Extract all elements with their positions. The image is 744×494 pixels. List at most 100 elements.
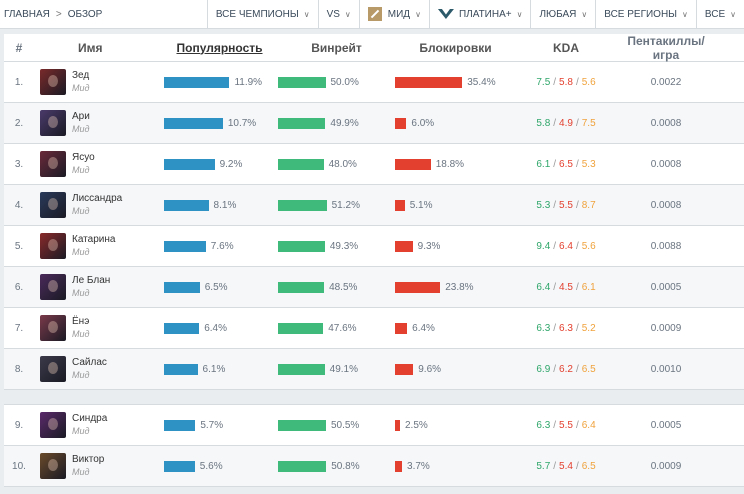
vs-filter[interactable]: VS ∨ — [317, 0, 359, 28]
popularity-cell: 5.7% — [161, 419, 278, 431]
champion-role: Мид — [72, 426, 90, 436]
tier-filter[interactable]: ПЛАТИНА+ ∨ — [428, 0, 531, 28]
kda-deaths: 4.5 — [559, 281, 573, 293]
kda-cell: 6.1/6.5/5.3 — [536, 158, 596, 170]
champion-name[interactable]: Ари — [72, 111, 90, 122]
champion-portrait-icon[interactable] — [40, 356, 66, 382]
pentakills-value: 0.0008 — [650, 199, 682, 211]
winrate-value: 48.5% — [329, 281, 358, 293]
champion-portrait-icon[interactable] — [40, 315, 66, 341]
banrate-value: 9.3% — [417, 240, 441, 252]
champion-cell[interactable]: Виктор Мид — [34, 453, 161, 479]
table-header: # Имя Популярность Винрейт Блокировки KD… — [4, 34, 744, 62]
table-row[interactable]: 7. Ёнэ Мид 6.4% 47.6% 6.4% 6.3/6.3/5.2 0.0009 — [4, 308, 744, 349]
kda-deaths: 5.5 — [559, 419, 573, 431]
champion-portrait-icon[interactable] — [40, 233, 66, 259]
champion-portrait-icon[interactable] — [40, 412, 66, 438]
rank: 7. — [14, 322, 24, 334]
champion-portrait-icon[interactable] — [40, 110, 66, 136]
table-row[interactable]: 8. Сайлас Мид 6.1% 49.1% 9.6% 6.9/6.2/6.5 0.001… — [4, 349, 744, 390]
table-row[interactable]: 1. Зед Мид 11.9% 50.0% 35.4% 7.5/5.8/5.6 0.0022 — [4, 62, 744, 103]
champion-cell[interactable]: Ле Блан Мид — [34, 274, 161, 300]
table-row[interactable]: 6. Ле Блан Мид 6.5% 48.5% 23.8% 6.4/4.5/6.1 0.0… — [4, 267, 744, 308]
champion-portrait-icon[interactable] — [40, 69, 66, 95]
banrate-value: 35.4% — [467, 76, 496, 88]
banrate-bar — [395, 158, 431, 170]
banrate-value: 6.4% — [412, 322, 435, 334]
champion-cell[interactable]: Лиссандра Мид — [34, 192, 161, 218]
champion-portrait-icon[interactable] — [40, 274, 66, 300]
popularity-bar — [164, 199, 209, 211]
pentakills-value: 0.0008 — [650, 117, 682, 129]
champion-name[interactable]: Синдра — [72, 413, 108, 424]
role-filter[interactable]: МИД ∨ — [358, 0, 429, 28]
header-winrate[interactable]: Винрейт — [311, 40, 362, 55]
champion-cell[interactable]: Сайлас Мид — [34, 356, 161, 382]
winrate-bar — [278, 76, 326, 88]
table-row[interactable]: 9. Синдра Мид 5.7% 50.5% 2.5% 6.3/5.5/6.4 0.000… — [4, 405, 744, 446]
champion-cell[interactable]: Зед Мид — [34, 69, 161, 95]
champion-name[interactable]: Зед — [72, 70, 90, 81]
kda-cell: 6.9/6.2/6.5 — [536, 363, 596, 375]
table-row[interactable]: 10. Виктор Мид 5.6% 50.8% 3.7% 5.7/5.4/6.5 0.00… — [4, 446, 744, 487]
kda-assists: 6.4 — [581, 419, 596, 431]
winrate-cell: 48.5% — [278, 281, 395, 293]
extra-filter[interactable]: ВСЕ ∨ — [695, 0, 744, 28]
champion-cell[interactable]: Ари Мид — [34, 110, 161, 136]
header-pentakills[interactable]: Пентакиллы/игра — [627, 33, 705, 62]
kda-kills: 9.4 — [536, 240, 551, 252]
table-row[interactable]: 3. Ясуо Мид 9.2% 48.0% 18.8% 6.1/6.5/5.3 0.0008 — [4, 144, 744, 185]
popularity-value: 11.9% — [234, 76, 263, 88]
table-row[interactable]: 2. Ари Мид 10.7% 49.9% 6.0% 5.8/4.9/7.5 0.0008 — [4, 103, 744, 144]
kda-assists: 5.3 — [581, 158, 596, 170]
chevron-down-icon: ∨ — [344, 9, 351, 19]
mid-role-icon — [367, 7, 382, 21]
champion-cell[interactable]: Синдра Мид — [34, 412, 161, 438]
champion-cell[interactable]: Ёнэ Мид — [34, 315, 161, 341]
kda-cell: 5.3/5.5/8.7 — [536, 199, 596, 211]
banrate-value: 3.7% — [407, 460, 430, 472]
popularity-value: 10.7% — [227, 117, 257, 129]
header-banrate[interactable]: Блокировки — [419, 40, 492, 55]
champion-name[interactable]: Виктор — [72, 454, 105, 465]
winrate-value: 49.1% — [329, 363, 358, 375]
champion-cell[interactable]: Ясуо Мид — [34, 151, 161, 177]
champion-name[interactable]: Ле Блан — [72, 275, 111, 286]
champion-name[interactable]: Лиссандра — [72, 193, 123, 204]
kda-deaths: 5.5 — [559, 199, 573, 211]
champion-role: Мид — [72, 206, 90, 216]
header-name[interactable]: Имя — [78, 40, 103, 55]
rank: 8. — [14, 363, 24, 375]
popularity-cell: 5.6% — [161, 460, 278, 472]
chevron-down-icon: ∨ — [516, 9, 523, 19]
champion-portrait-icon[interactable] — [40, 453, 66, 479]
chevron-down-icon: ∨ — [415, 9, 421, 19]
regions-filter[interactable]: ВСЕ РЕГИОНЫ ∨ — [595, 0, 696, 28]
header-popularity[interactable]: Популярность — [176, 40, 263, 55]
champions-filter[interactable]: ВСЕ ЧЕМПИОНЫ ∨ — [206, 0, 318, 28]
champion-portrait-icon[interactable] — [40, 151, 66, 177]
champion-name[interactable]: Ясуо — [72, 152, 95, 163]
banrate-bar — [395, 419, 400, 431]
kda-assists: 8.7 — [581, 199, 596, 211]
champion-portrait-icon[interactable] — [40, 192, 66, 218]
popularity-cell: 6.4% — [161, 322, 278, 334]
winrate-value: 50.8% — [331, 460, 360, 472]
champion-name[interactable]: Сайлас — [72, 357, 107, 368]
queue-filter[interactable]: ЛЮБАЯ ∨ — [530, 0, 595, 28]
champion-name[interactable]: Ёнэ — [72, 316, 90, 327]
table-row[interactable]: 5. Катарина Мид 7.6% 49.3% 9.3% 9.4/6.4/5.6 0.0… — [4, 226, 744, 267]
champion-role: Мид — [72, 165, 90, 175]
winrate-cell: 50.8% — [278, 460, 395, 472]
popularity-cell: 7.6% — [161, 240, 278, 252]
kda-deaths: 6.3 — [559, 322, 573, 334]
table-row[interactable]: 4. Лиссандра Мид 8.1% 51.2% 5.1% 5.3/5.5/8.7 0.… — [4, 185, 744, 226]
winrate-value: 48.0% — [328, 158, 357, 170]
champion-name[interactable]: Катарина — [72, 234, 116, 245]
champion-cell[interactable]: Катарина Мид — [34, 233, 161, 259]
header-kda[interactable]: KDA — [553, 40, 579, 55]
kda-kills: 5.7 — [536, 460, 551, 472]
extra-filter-label: ВСЕ — [704, 8, 726, 20]
breadcrumb-home[interactable]: ГЛАВНАЯ — [4, 8, 50, 20]
banrate-cell: 3.7% — [395, 460, 516, 472]
